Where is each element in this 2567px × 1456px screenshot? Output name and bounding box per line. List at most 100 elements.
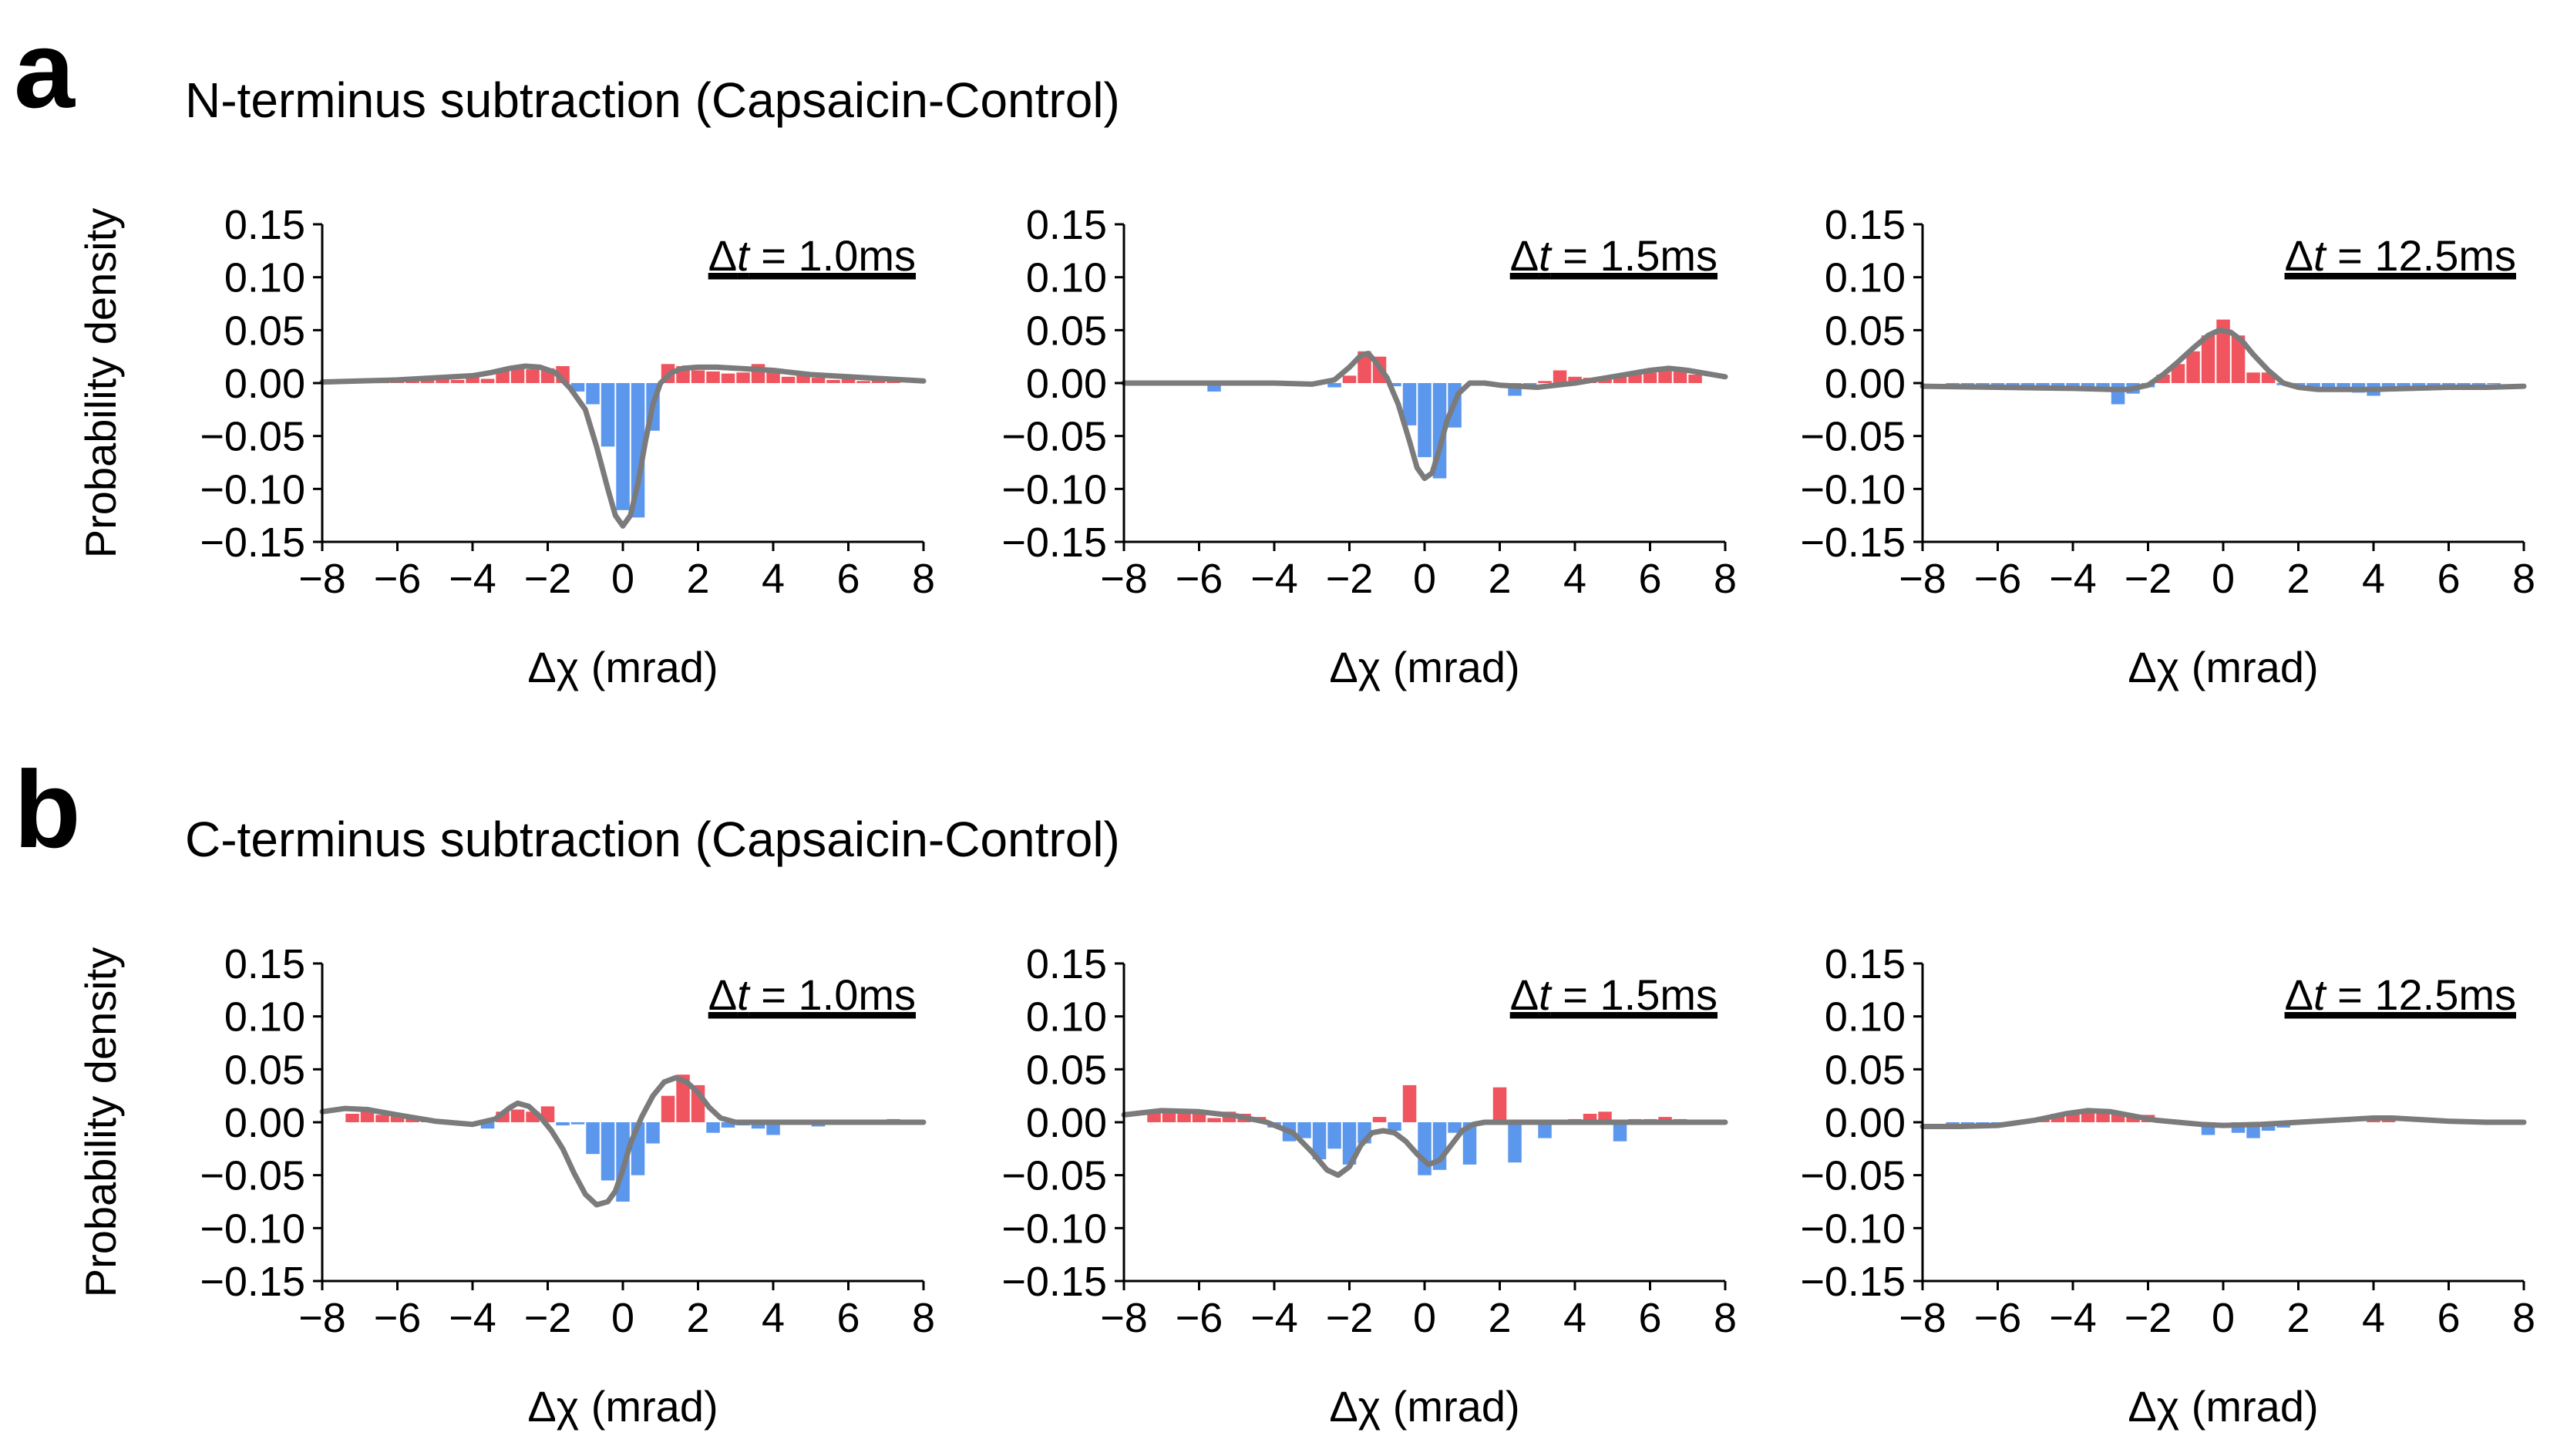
y-tick-label: −0.15	[1001, 520, 1107, 566]
histogram-bar	[1960, 1122, 1975, 1125]
x-tick-label: 0	[611, 1295, 634, 1341]
x-tick-label: −2	[1326, 556, 1374, 602]
histogram-bar	[405, 381, 419, 383]
y-tick-label: 0.05	[1825, 308, 1906, 354]
x-tick-label: −2	[2125, 556, 2172, 602]
histogram-bar	[436, 378, 449, 383]
histogram-bar	[796, 375, 810, 383]
x-tick-label: −2	[1326, 1295, 1374, 1341]
histogram-bar	[2487, 383, 2501, 385]
histogram-bar	[1372, 1117, 1387, 1122]
histogram-bar	[1583, 1114, 1597, 1122]
x-tick-label: −8	[298, 556, 346, 602]
dt-annotation: Δt = 1.5ms	[1510, 231, 1718, 280]
histogram-bar	[496, 370, 510, 383]
histogram-bar	[1402, 383, 1417, 425]
x-tick-label: 0	[611, 556, 634, 602]
histogram-bar	[1492, 1087, 1507, 1122]
histogram-bar	[676, 1074, 690, 1122]
y-tick-label: 0.05	[1026, 1047, 1107, 1093]
histogram-bar	[706, 1122, 720, 1133]
y-tick-label: −0.15	[200, 520, 305, 566]
x-tick-label: −6	[1974, 556, 2022, 602]
fit-curve	[1121, 1108, 1728, 1179]
histogram-bar	[1462, 1122, 1477, 1165]
histogram-bar	[736, 372, 750, 383]
histogram-bar	[570, 1122, 585, 1125]
fit-curve	[1121, 351, 1728, 482]
histogram-bar	[2006, 383, 2020, 387]
histogram-bar	[480, 378, 495, 383]
histogram-bar	[1418, 383, 1432, 458]
x-tick-label: 2	[1488, 1295, 1511, 1341]
x-tick-label: −4	[2049, 556, 2097, 602]
fit-curve	[319, 363, 927, 529]
histogram-bar	[1688, 375, 1702, 383]
x-tick-label: −8	[1100, 556, 1148, 602]
x-tick-label: 2	[686, 556, 709, 602]
histogram-bar	[1342, 375, 1357, 383]
x-axis-label: Δχ (mrad)	[1329, 1382, 1519, 1431]
histogram-bar	[1192, 1114, 1206, 1122]
histogram-bar	[2216, 319, 2230, 383]
x-tick-label: −8	[1100, 1295, 1148, 1341]
histogram-bar	[2381, 383, 2396, 390]
x-tick-label: −8	[1899, 1295, 1946, 1341]
chart-a-1: 0.15 0.10 0.05 0.00 −0.05 −0.10 −0.15−8 −6 −4 −2 0…	[76, 202, 935, 691]
y-tick-label: 0.15	[1825, 202, 1906, 248]
histogram-bar	[466, 376, 479, 383]
histogram-bar	[450, 379, 465, 383]
y-tick-label: 0.05	[1825, 1047, 1906, 1093]
x-tick-label: −2	[2125, 1295, 2172, 1341]
histogram-bar	[2081, 383, 2095, 388]
histogram-bar	[1402, 1084, 1417, 1122]
x-tick-label: 0	[2212, 1295, 2235, 1341]
histogram-bar	[811, 378, 826, 383]
y-tick-label: −0.05	[200, 414, 305, 460]
x-tick-label: 4	[2362, 1295, 2385, 1341]
fit-curve	[1919, 1108, 2527, 1129]
histogram-bar	[706, 371, 720, 383]
x-tick-label: 0	[2212, 556, 2235, 602]
chart-a-2: 0.15 0.10 0.05 0.00 −0.05 −0.10 −0.15−8 −6 −4 −2 0…	[1001, 202, 1737, 691]
fit-curve	[319, 1074, 927, 1208]
histogram-bar	[871, 379, 886, 383]
x-tick-label: 6	[1638, 1295, 1661, 1341]
chart-b-1: 0.15 0.10 0.05 0.00 −0.05 −0.10 −0.15−8 −6 −4 −2 0…	[76, 941, 935, 1431]
histogram-bar	[751, 1122, 765, 1129]
histogram-bar	[601, 383, 615, 447]
histogram-bar	[1613, 1122, 1627, 1142]
y-tick-label: 0.15	[1825, 941, 1906, 987]
histogram-bar	[631, 383, 645, 518]
y-tick-label: 0.00	[224, 361, 305, 407]
histogram-bar	[1538, 381, 1552, 383]
histogram-bar	[1658, 370, 1672, 383]
histogram-bar	[2186, 351, 2200, 383]
y-tick-label: −0.15	[1001, 1259, 1107, 1305]
histogram-bar	[1960, 383, 1975, 385]
y-tick-label: 0.00	[224, 1100, 305, 1146]
x-tick-label: 8	[912, 1295, 935, 1341]
y-tick-label: 0.15	[1026, 941, 1107, 987]
histogram-bar	[841, 378, 856, 383]
histogram-bar	[345, 1114, 359, 1122]
x-tick-label: −2	[524, 1295, 572, 1341]
histogram-bar	[781, 376, 796, 383]
histogram-bar	[661, 1095, 675, 1122]
x-tick-label: 6	[1638, 556, 1661, 602]
x-tick-label: 0	[1413, 1295, 1436, 1341]
panel-a-title: N-terminus subtraction (Capsaicin-Contro…	[185, 72, 1120, 128]
histogram-bar	[1568, 376, 1582, 383]
x-tick-label: 0	[1413, 556, 1436, 602]
histogram-bar	[390, 1114, 405, 1122]
x-tick-label: −4	[449, 556, 496, 602]
histogram-bar	[1673, 371, 1687, 383]
y-tick-label: −0.10	[1001, 1205, 1107, 1252]
histogram-bar	[2096, 1114, 2110, 1122]
histogram-bar	[1388, 1122, 1401, 1131]
x-axis-label: Δχ (mrad)	[1329, 643, 1519, 691]
y-tick-label: 0.10	[1026, 255, 1107, 301]
histogram-bar	[2246, 372, 2260, 383]
histogram-bar	[2081, 1111, 2095, 1122]
histogram-bar	[2381, 1120, 2396, 1122]
